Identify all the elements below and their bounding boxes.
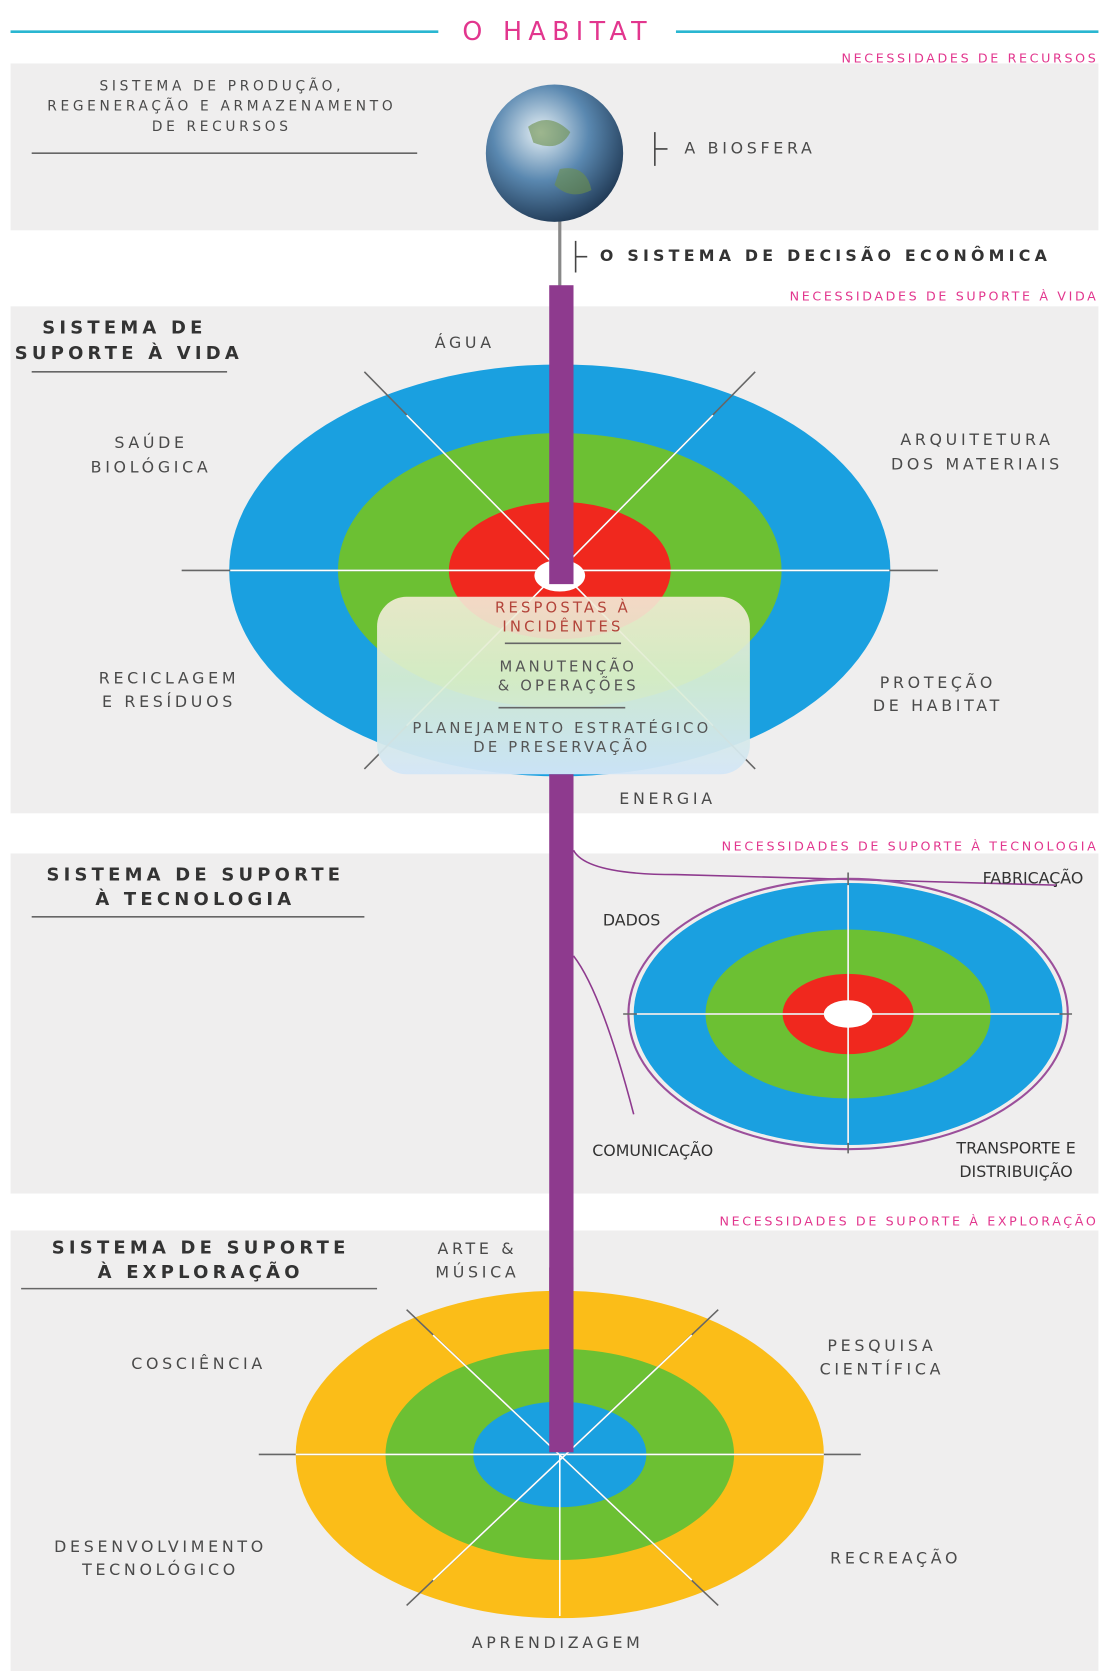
ring-label: APRENDIZAGEM [472, 1633, 644, 1652]
ring-label: CIENTÍFICA [820, 1359, 945, 1378]
ring-label: RECREAÇÃO [830, 1548, 961, 1567]
pillar [549, 285, 573, 584]
ring-label: DE HABITAT [873, 696, 1003, 715]
need-label: NECESSIDADES DE RECURSOS [842, 51, 1099, 66]
ring-label: FABRICAÇÃO [983, 868, 1084, 887]
page: O HABITAT NECESSIDADES DE RECURSOS SISTE… [0, 0, 1109, 1671]
ring-label: E RESÍDUOS [102, 692, 236, 711]
ring-label: PESQUISA [827, 1336, 936, 1355]
ring-label: DOS MATERIAIS [891, 454, 1063, 473]
ring-label: ARQUITETURA [900, 430, 1053, 449]
ring-label: DESENVOLVIMENTO [54, 1537, 267, 1556]
ring-label: ÁGUA [435, 333, 495, 352]
globe [486, 85, 623, 222]
need-label: NECESSIDADES DE SUPORTE À EXPLORAÇÃO [720, 1214, 1099, 1229]
center [824, 1000, 873, 1027]
title: O HABITAT [462, 16, 653, 46]
biosphere-label: A BIOSFERA [684, 138, 815, 157]
inner-label: & OPERAÇÕES [498, 678, 639, 695]
ring-label: ARTE & [437, 1239, 517, 1258]
inner-label: INCIDÊNTES [502, 617, 623, 635]
ring-label: COSCIÊNCIA [131, 1354, 266, 1373]
ring-label: TRANSPORTE E [955, 1139, 1075, 1158]
bracket [576, 241, 588, 273]
pillar [549, 1267, 573, 1452]
inner-label: DE PRESERVAÇÃO [473, 739, 650, 756]
ring-label: SAÚDE [114, 433, 187, 452]
system-label: REGENERAÇÃO E ARMAZENAMENTO [47, 98, 396, 115]
ring-label: DADOS [603, 911, 660, 930]
section-title: SUPORTE À VIDA [15, 342, 243, 364]
economic-decision-label: O SISTEMA DE DECISÃO ECONÔMICA [600, 246, 1051, 265]
section-title: À EXPLORAÇÃO [98, 1260, 304, 1283]
inner-label: PLANEJAMENTO ESTRATÉGICO [412, 719, 711, 737]
inner-label: MANUTENÇÃO [499, 659, 637, 676]
ring-label: COMUNICAÇÃO [592, 1141, 713, 1160]
section-title: SISTEMA DE SUPORTE [46, 865, 344, 886]
system-label: DE RECURSOS [152, 119, 292, 135]
ring-label: MÚSICA [435, 1262, 519, 1281]
system-label: SISTEMA DE PRODUÇÃO, [99, 78, 344, 95]
section-title: À TECNOLOGIA [95, 888, 295, 910]
inner-label: RESPOSTAS À [495, 598, 631, 616]
ring-label: BIOLÓGICA [91, 457, 212, 476]
section-title: SISTEMA DE [42, 318, 206, 339]
ring-label: PROTEÇÃO [880, 673, 996, 692]
ring-label: RECICLAGEM [99, 669, 239, 688]
ring-label: DISTRIBUIÇÃO [959, 1162, 1072, 1181]
habitat-diagram: O HABITAT NECESSIDADES DE RECURSOS SISTE… [0, 0, 1109, 1671]
need-label: NECESSIDADES DE SUPORTE À TECNOLOGIA [722, 839, 1099, 854]
ring-label: ENERGIA [619, 789, 715, 808]
ring-label: TECNOLÓGICO [81, 1560, 239, 1579]
section-title: SISTEMA DE SUPORTE [52, 1237, 350, 1258]
need-label: NECESSIDADES DE SUPORTE À VIDA [790, 288, 1099, 303]
